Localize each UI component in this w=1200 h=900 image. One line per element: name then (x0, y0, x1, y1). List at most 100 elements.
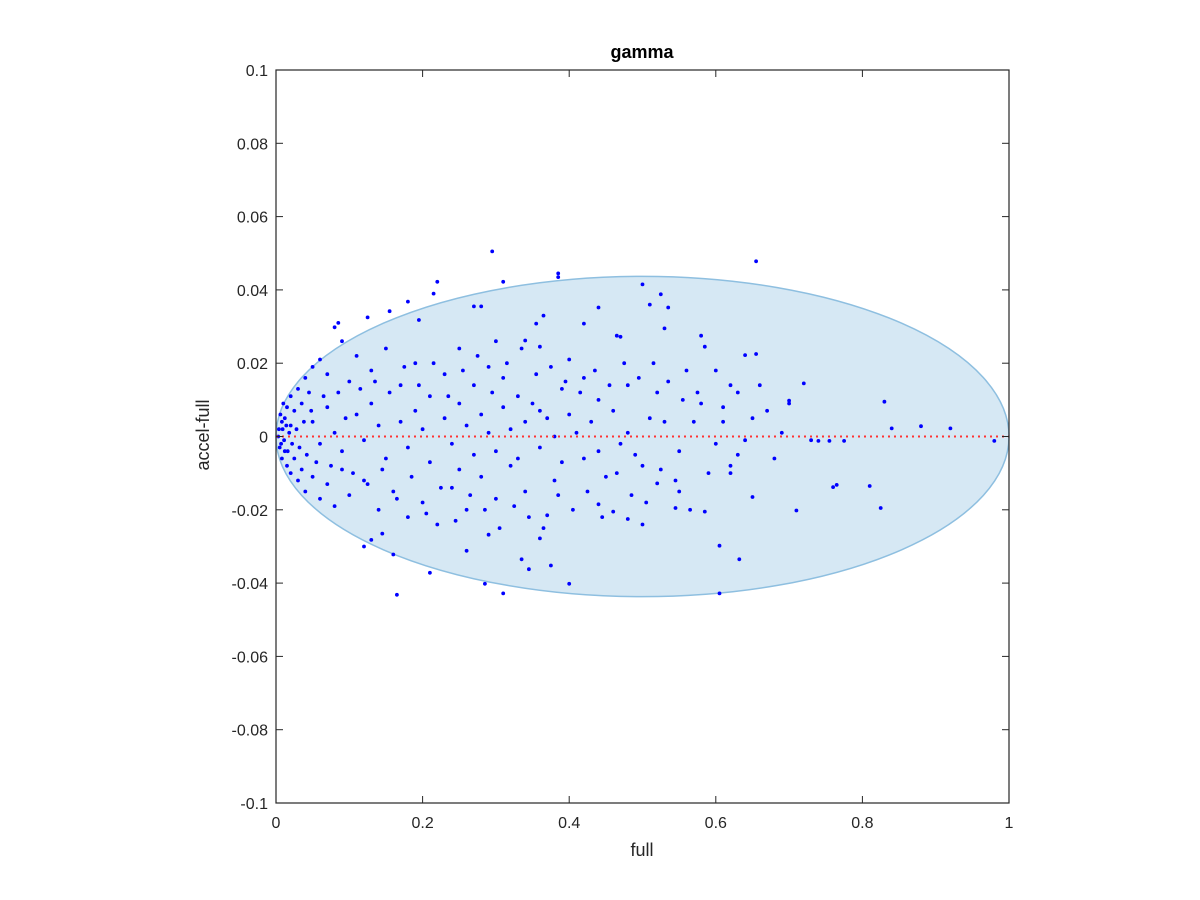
scatter-point (809, 438, 813, 443)
scatter-point (662, 419, 667, 424)
scatter-point (318, 496, 322, 501)
scatter-point (673, 506, 678, 510)
scatter-point (582, 456, 586, 461)
scatter-point (387, 390, 392, 395)
scatter-point (292, 408, 297, 413)
scatter-point (754, 259, 758, 264)
scatter-point (340, 449, 344, 454)
scatter-point (486, 430, 491, 435)
scatter-point (288, 471, 293, 475)
scatter-point (282, 438, 286, 443)
scatter-point (640, 463, 645, 468)
scatter-point (362, 478, 366, 483)
scatter-point (309, 408, 314, 413)
scatter-point (750, 495, 755, 499)
scatter-point (296, 478, 300, 483)
scatter-point (435, 279, 440, 284)
scatter-point (677, 449, 682, 454)
scatter-point (424, 511, 429, 516)
scatter-point (284, 423, 289, 428)
scatter-point (750, 416, 755, 421)
scatter-point (596, 398, 601, 402)
scatter-point (431, 361, 436, 366)
scatter-point (314, 460, 319, 465)
y-tick-label: 0.08 (237, 136, 268, 153)
scatter-point (303, 376, 308, 380)
scatter-point (801, 381, 806, 386)
scatter-point (439, 485, 443, 490)
scatter-point (428, 570, 432, 575)
y-tick-label: -0.1 (240, 796, 268, 813)
scatter-point (288, 394, 293, 399)
scatter-point (842, 439, 846, 443)
scatter-point (278, 412, 283, 417)
scatter-point (310, 474, 315, 479)
scatter-point (369, 401, 374, 406)
scatter-point (787, 398, 791, 403)
scatter-point (362, 544, 366, 549)
scatter-point (600, 515, 605, 519)
scatter-point (325, 372, 330, 377)
scatter-point (494, 496, 498, 501)
scatter-point (362, 438, 366, 443)
scatter-point (472, 452, 476, 457)
scatter-point (340, 467, 344, 472)
scatter-point (629, 493, 634, 497)
scatter-point (318, 441, 322, 446)
scatter-point (779, 430, 784, 435)
scatter-point (737, 557, 742, 562)
scatter-point (299, 467, 304, 472)
scatter-point (490, 249, 495, 254)
scatter-point (442, 416, 447, 421)
scatter-point (483, 507, 487, 512)
scatter-point (556, 493, 561, 497)
scatter-point (497, 526, 502, 530)
scatter-point (743, 353, 747, 357)
scatter-point (464, 507, 469, 512)
y-tick-label: 0.04 (237, 283, 268, 300)
x-tick-label: 1 (1005, 815, 1014, 832)
scatter-point (483, 581, 487, 586)
scatter-point (644, 500, 649, 505)
scatter-point (512, 504, 517, 508)
scatter-point (556, 275, 561, 279)
x-tick-label: 0.4 (558, 815, 580, 832)
scatter-point (304, 452, 309, 457)
scatter-point (614, 471, 619, 475)
scatter-point (666, 305, 671, 310)
scatter-point (431, 291, 436, 296)
scatter-point (365, 482, 370, 486)
scatter-point (373, 379, 377, 384)
scatter-point (391, 489, 396, 494)
scatter-point (294, 427, 299, 432)
scatter-point (534, 372, 539, 377)
scatter-point (343, 416, 348, 421)
scatter-point (593, 368, 597, 373)
scatter-point (340, 339, 344, 344)
scatter-point (728, 463, 733, 468)
scatter-point (754, 352, 758, 356)
scatter-point (640, 282, 645, 287)
scatter-point (281, 401, 286, 406)
scatter-point (398, 383, 403, 388)
scatter-point (625, 517, 630, 521)
scatter-point (329, 463, 333, 468)
y-tick-label: 0.06 (237, 210, 268, 227)
scatter-point (772, 456, 777, 461)
scatter-point (713, 368, 718, 373)
scatter-point (479, 304, 484, 309)
scatter-point (354, 354, 359, 358)
scatter-point (468, 493, 473, 497)
scatter-point (728, 471, 733, 475)
scatter-point (655, 481, 660, 486)
scatter-point (332, 504, 337, 508)
scatter-point (395, 496, 399, 501)
scatter-point (505, 361, 509, 366)
scatter-point (325, 482, 330, 486)
scatter-point (479, 412, 484, 417)
scatter-point (280, 427, 285, 432)
scatter-point (277, 445, 282, 450)
scatter-point (728, 383, 733, 388)
scatter-point (571, 507, 575, 512)
